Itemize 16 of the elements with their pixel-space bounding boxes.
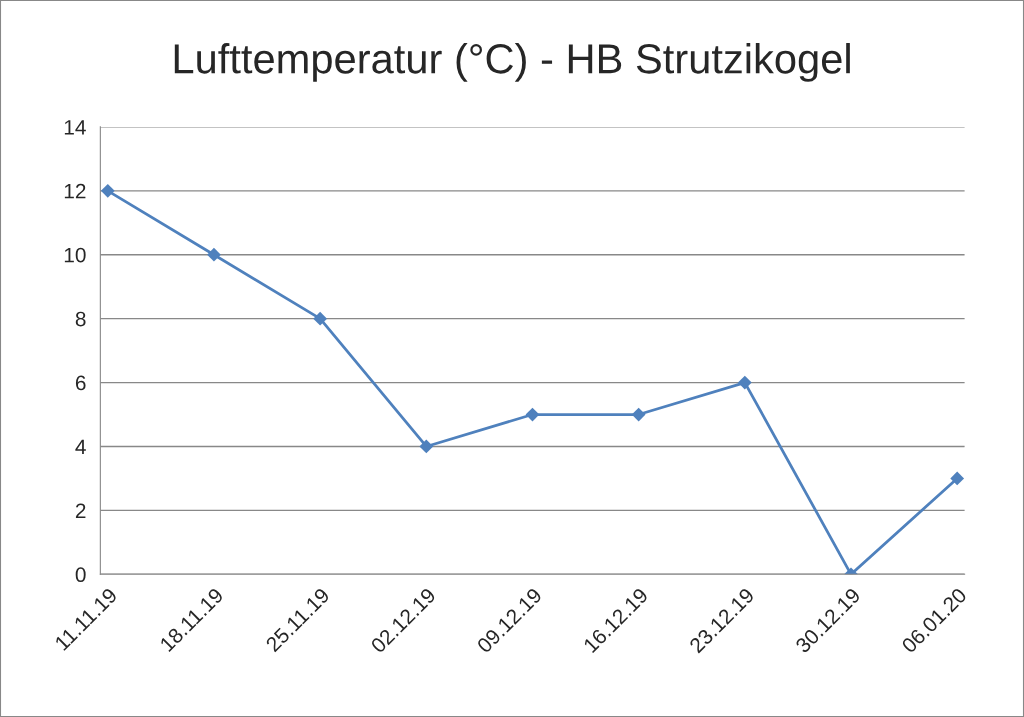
point [737, 375, 752, 390]
y-tick-label: 4 [75, 439, 86, 455]
y-tick-label: 8 [75, 311, 86, 327]
point [313, 311, 328, 326]
y-tick-label: 14 [64, 120, 86, 135]
y-tick-label: 12 [64, 183, 86, 199]
y-tick-label: 0 [75, 567, 86, 583]
y-tick-label: 6 [75, 375, 86, 391]
y-tick-label: 2 [75, 503, 86, 518]
point [950, 471, 965, 486]
point [100, 183, 115, 198]
point [419, 439, 434, 454]
y-tick-label: 10 [64, 247, 86, 263]
point [207, 247, 221, 262]
point [631, 407, 646, 422]
chart-title: Lufttemperatur (°C) - HB Strutzikogel [174, 43, 850, 82]
